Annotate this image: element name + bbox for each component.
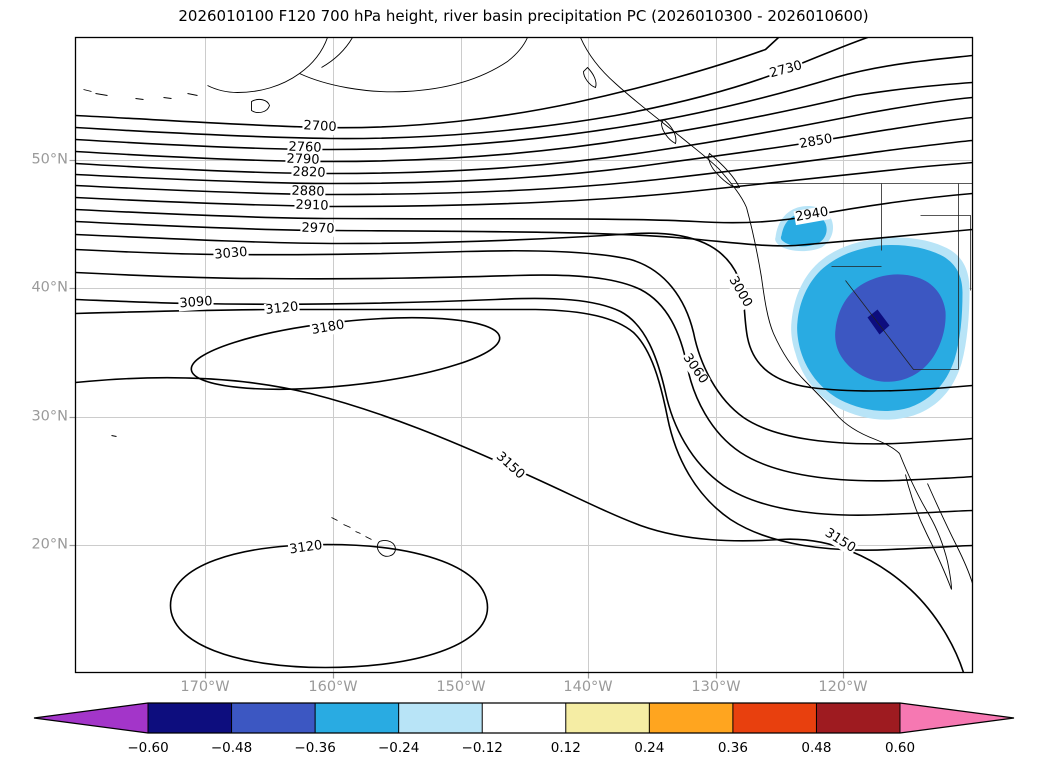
contour-2850 — [75, 116, 973, 185]
colorbar-segment — [315, 703, 399, 733]
contour-2910 — [75, 161, 973, 208]
shade-main-royal — [835, 274, 946, 382]
us-west-coast — [746, 207, 900, 454]
colorbar-segment — [816, 703, 900, 733]
axis-ticks — [69, 159, 845, 679]
baja-inner-coast — [905, 474, 952, 590]
contour-3120-closed-low — [169, 543, 489, 669]
map-frame — [74, 36, 974, 674]
cook-inlet — [321, 37, 353, 68]
height-contours — [75, 37, 973, 673]
colorbar-segment — [148, 703, 232, 733]
alexander-archipelago — [583, 66, 597, 89]
colorbar-tick-label: 0.24 — [634, 740, 665, 756]
contour-2760 — [75, 54, 973, 151]
contour-2970 — [75, 220, 973, 247]
colorbar-segment — [649, 703, 733, 733]
colorbar-tick-label: 0.60 — [884, 740, 916, 756]
contour-3180-closed-high — [190, 316, 501, 391]
mexico-mainland-coast — [927, 483, 973, 584]
colorbar-tick-label: −0.48 — [210, 740, 253, 756]
colorbar-segment — [565, 703, 650, 733]
chart-title: 2026010100 F120 700 hPa height, river ba… — [178, 7, 869, 25]
colorbar-tick-label: 0.48 — [801, 740, 832, 756]
small-island — [111, 435, 117, 437]
contour-2700 — [75, 37, 780, 129]
kodiak-island — [251, 98, 270, 113]
colorbar-right-arrow — [900, 703, 1014, 733]
contour-3150 — [75, 377, 965, 673]
vancouver-island — [708, 152, 741, 189]
baja-outer-coast — [899, 453, 952, 590]
colorbar-tick-label: −0.12 — [461, 740, 503, 756]
contour-2730 — [75, 37, 869, 140]
colorbar-tick-label: 0.36 — [717, 740, 748, 756]
gulf-of-alaska-coast — [299, 37, 528, 93]
contour-3090 — [75, 297, 973, 516]
colorbar-tick-label: 0.12 — [550, 740, 581, 756]
colorbar: −0.60 −0.48 −0.36 −0.24 −0.12 0.12 0.24 0.36 0.4… — [28, 701, 1020, 763]
colorbar-tick-label: −0.24 — [377, 740, 420, 756]
colorbar-outline — [33, 702, 1015, 734]
alaska-coast — [207, 37, 328, 93]
contour-2820 — [75, 96, 973, 175]
bc-coast — [580, 37, 747, 208]
colorbar-tick-label: −0.60 — [127, 740, 169, 756]
hawaii-islands — [331, 517, 396, 557]
colorbar-segment — [732, 703, 817, 733]
colorbar-bar — [33, 702, 1015, 734]
colorbar-tick-label: −0.36 — [294, 740, 336, 756]
aleutian-islands — [83, 89, 198, 100]
colorbar-segment — [482, 703, 566, 733]
contour-3060 — [75, 271, 973, 482]
colorbar-left-arrow — [34, 703, 148, 733]
colorbar-segment — [398, 703, 483, 733]
colorbar-segment — [231, 703, 316, 733]
shade-core-navy — [867, 309, 890, 335]
contour-3000 — [75, 232, 973, 392]
contour-2940 — [75, 192, 973, 224]
haida-gwaii — [661, 118, 677, 145]
contour-2790 — [75, 81, 973, 163]
contour-2880 — [75, 139, 973, 196]
coastline — [83, 37, 973, 590]
